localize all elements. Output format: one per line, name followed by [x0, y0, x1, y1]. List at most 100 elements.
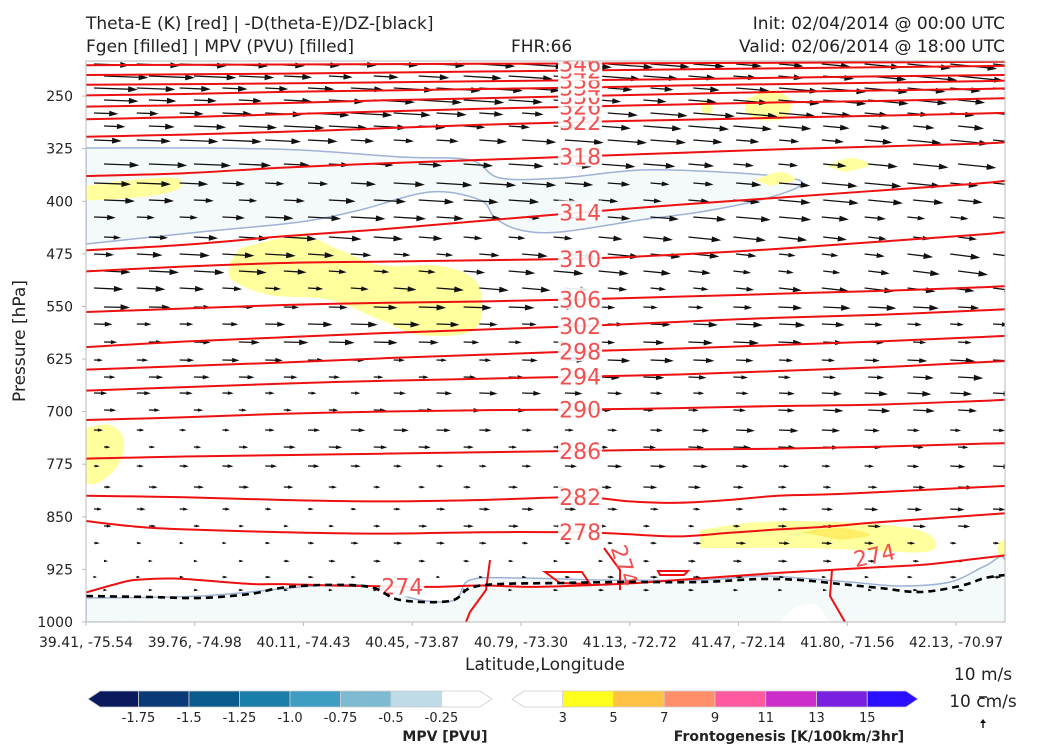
wind-vector: [598, 124, 631, 131]
wind-vector: [103, 235, 121, 240]
mpv-colorbar-swatch: [138, 690, 190, 708]
wind-vector: [93, 464, 100, 468]
wind-vector: [136, 541, 142, 545]
wind-vector: [350, 138, 375, 144]
valid-time: Valid: 02/06/2014 @ 18:00 UTC: [739, 37, 1005, 57]
fgen-colorbar-swatch: [562, 690, 614, 708]
wind-vector: [864, 182, 902, 189]
wind-vector: [328, 588, 333, 592]
wind-vector: [821, 138, 844, 144]
wind-vector: [93, 285, 124, 292]
wind-vector: [307, 541, 315, 545]
wind-vector: [393, 507, 401, 511]
wind-vector: [907, 507, 923, 512]
wind-vector: [479, 252, 500, 258]
wind-vector: [93, 110, 119, 117]
wind-vector: [913, 124, 935, 130]
wind-vector: [265, 252, 296, 259]
wind-vector: [393, 428, 409, 433]
wind-vector: [350, 464, 361, 468]
wind-vector: [868, 588, 873, 592]
wind-vector: [479, 575, 484, 579]
wind-vector: [778, 216, 812, 222]
wind-vector: [992, 541, 1000, 545]
wind-vector: [103, 340, 118, 345]
wind-vector: [992, 428, 1005, 433]
wind-vector: [508, 559, 514, 563]
wind-vector: [179, 507, 189, 511]
theta-e-contour-274-loop: [541, 571, 592, 586]
wind-vector: [148, 588, 153, 592]
wind-vector: [193, 559, 198, 563]
theta-e-label-bg: [558, 339, 603, 362]
wind-vector: [650, 357, 674, 364]
wind-vector: [736, 62, 762, 69]
x-axis-label: Latitude,Longitude: [465, 655, 625, 675]
wind-vector: [598, 198, 619, 204]
wind-vector: [650, 541, 657, 545]
theta-e-contour-274-piece: [465, 559, 491, 622]
theta-e-contour-342: [86, 64, 1005, 76]
wind-vector: [350, 286, 369, 292]
wind-vector: [778, 181, 811, 188]
wind-vector: [93, 214, 116, 221]
fgen-colorbar-tick-label: 3: [559, 711, 567, 726]
wind-vector: [958, 198, 983, 205]
wind-vector: [508, 98, 543, 105]
wind-vector: [222, 507, 231, 511]
wind-vector: [238, 375, 255, 380]
wind-vector: [643, 198, 662, 204]
forecast-hour: FHR:66: [511, 37, 573, 57]
wind-vector: [508, 588, 513, 592]
wind-vector: [179, 358, 195, 363]
mpv-colorbar-tick-label: -1.75: [122, 711, 156, 726]
wind-vector: [393, 464, 402, 468]
wind-vector: [950, 322, 964, 327]
wind-vector: [238, 269, 267, 276]
wind-vector: [265, 214, 294, 221]
wind-vector: [93, 252, 115, 258]
wind-vector: [479, 286, 509, 293]
wind-vector: [350, 321, 378, 328]
wind-vector: [265, 575, 272, 579]
wind-vector: [907, 464, 920, 469]
wind-vector: [136, 507, 146, 511]
wind-vector: [350, 391, 361, 395]
wind-vector: [950, 391, 973, 397]
theta-e-label-bg: [558, 61, 603, 74]
wind-vector: [479, 541, 487, 545]
wind-vector: [522, 111, 544, 117]
wind-vector: [136, 391, 151, 396]
wind-vector: [238, 162, 272, 169]
wind-vector: [778, 408, 795, 413]
wind-vector: [283, 305, 300, 310]
theta-e-label-286: 286: [559, 440, 601, 465]
wind-vector: [193, 269, 225, 276]
wind-vector: [103, 375, 116, 379]
wind-vector: [736, 358, 754, 363]
wind-vector: [238, 339, 260, 345]
wind-vector: [778, 269, 794, 275]
wind-vector: [93, 86, 138, 93]
wind-vector: [992, 507, 1005, 512]
fgen-colorbar-tick-label: 9: [711, 711, 719, 726]
wind-vector: [283, 445, 296, 449]
wind-vector: [778, 138, 800, 144]
wind-vector: [693, 86, 720, 93]
wind-vector: [522, 358, 538, 363]
wind-vector: [992, 182, 1005, 185]
wind-vector: [736, 181, 762, 188]
wind-vector: [328, 524, 335, 528]
wind-vector: [650, 139, 687, 145]
wind-vector: [607, 575, 615, 579]
wind-vector: [736, 507, 744, 511]
wind-vector: [958, 445, 969, 449]
wind-vector: [522, 322, 537, 327]
wind-vector: [436, 541, 445, 545]
wind-vector: [393, 321, 421, 328]
wind-vector: [736, 138, 760, 144]
wind-vector: [479, 428, 492, 433]
theta-e-label-bg: [558, 364, 603, 387]
wind-vector: [693, 357, 715, 364]
y-tick-label: 925: [46, 562, 73, 578]
